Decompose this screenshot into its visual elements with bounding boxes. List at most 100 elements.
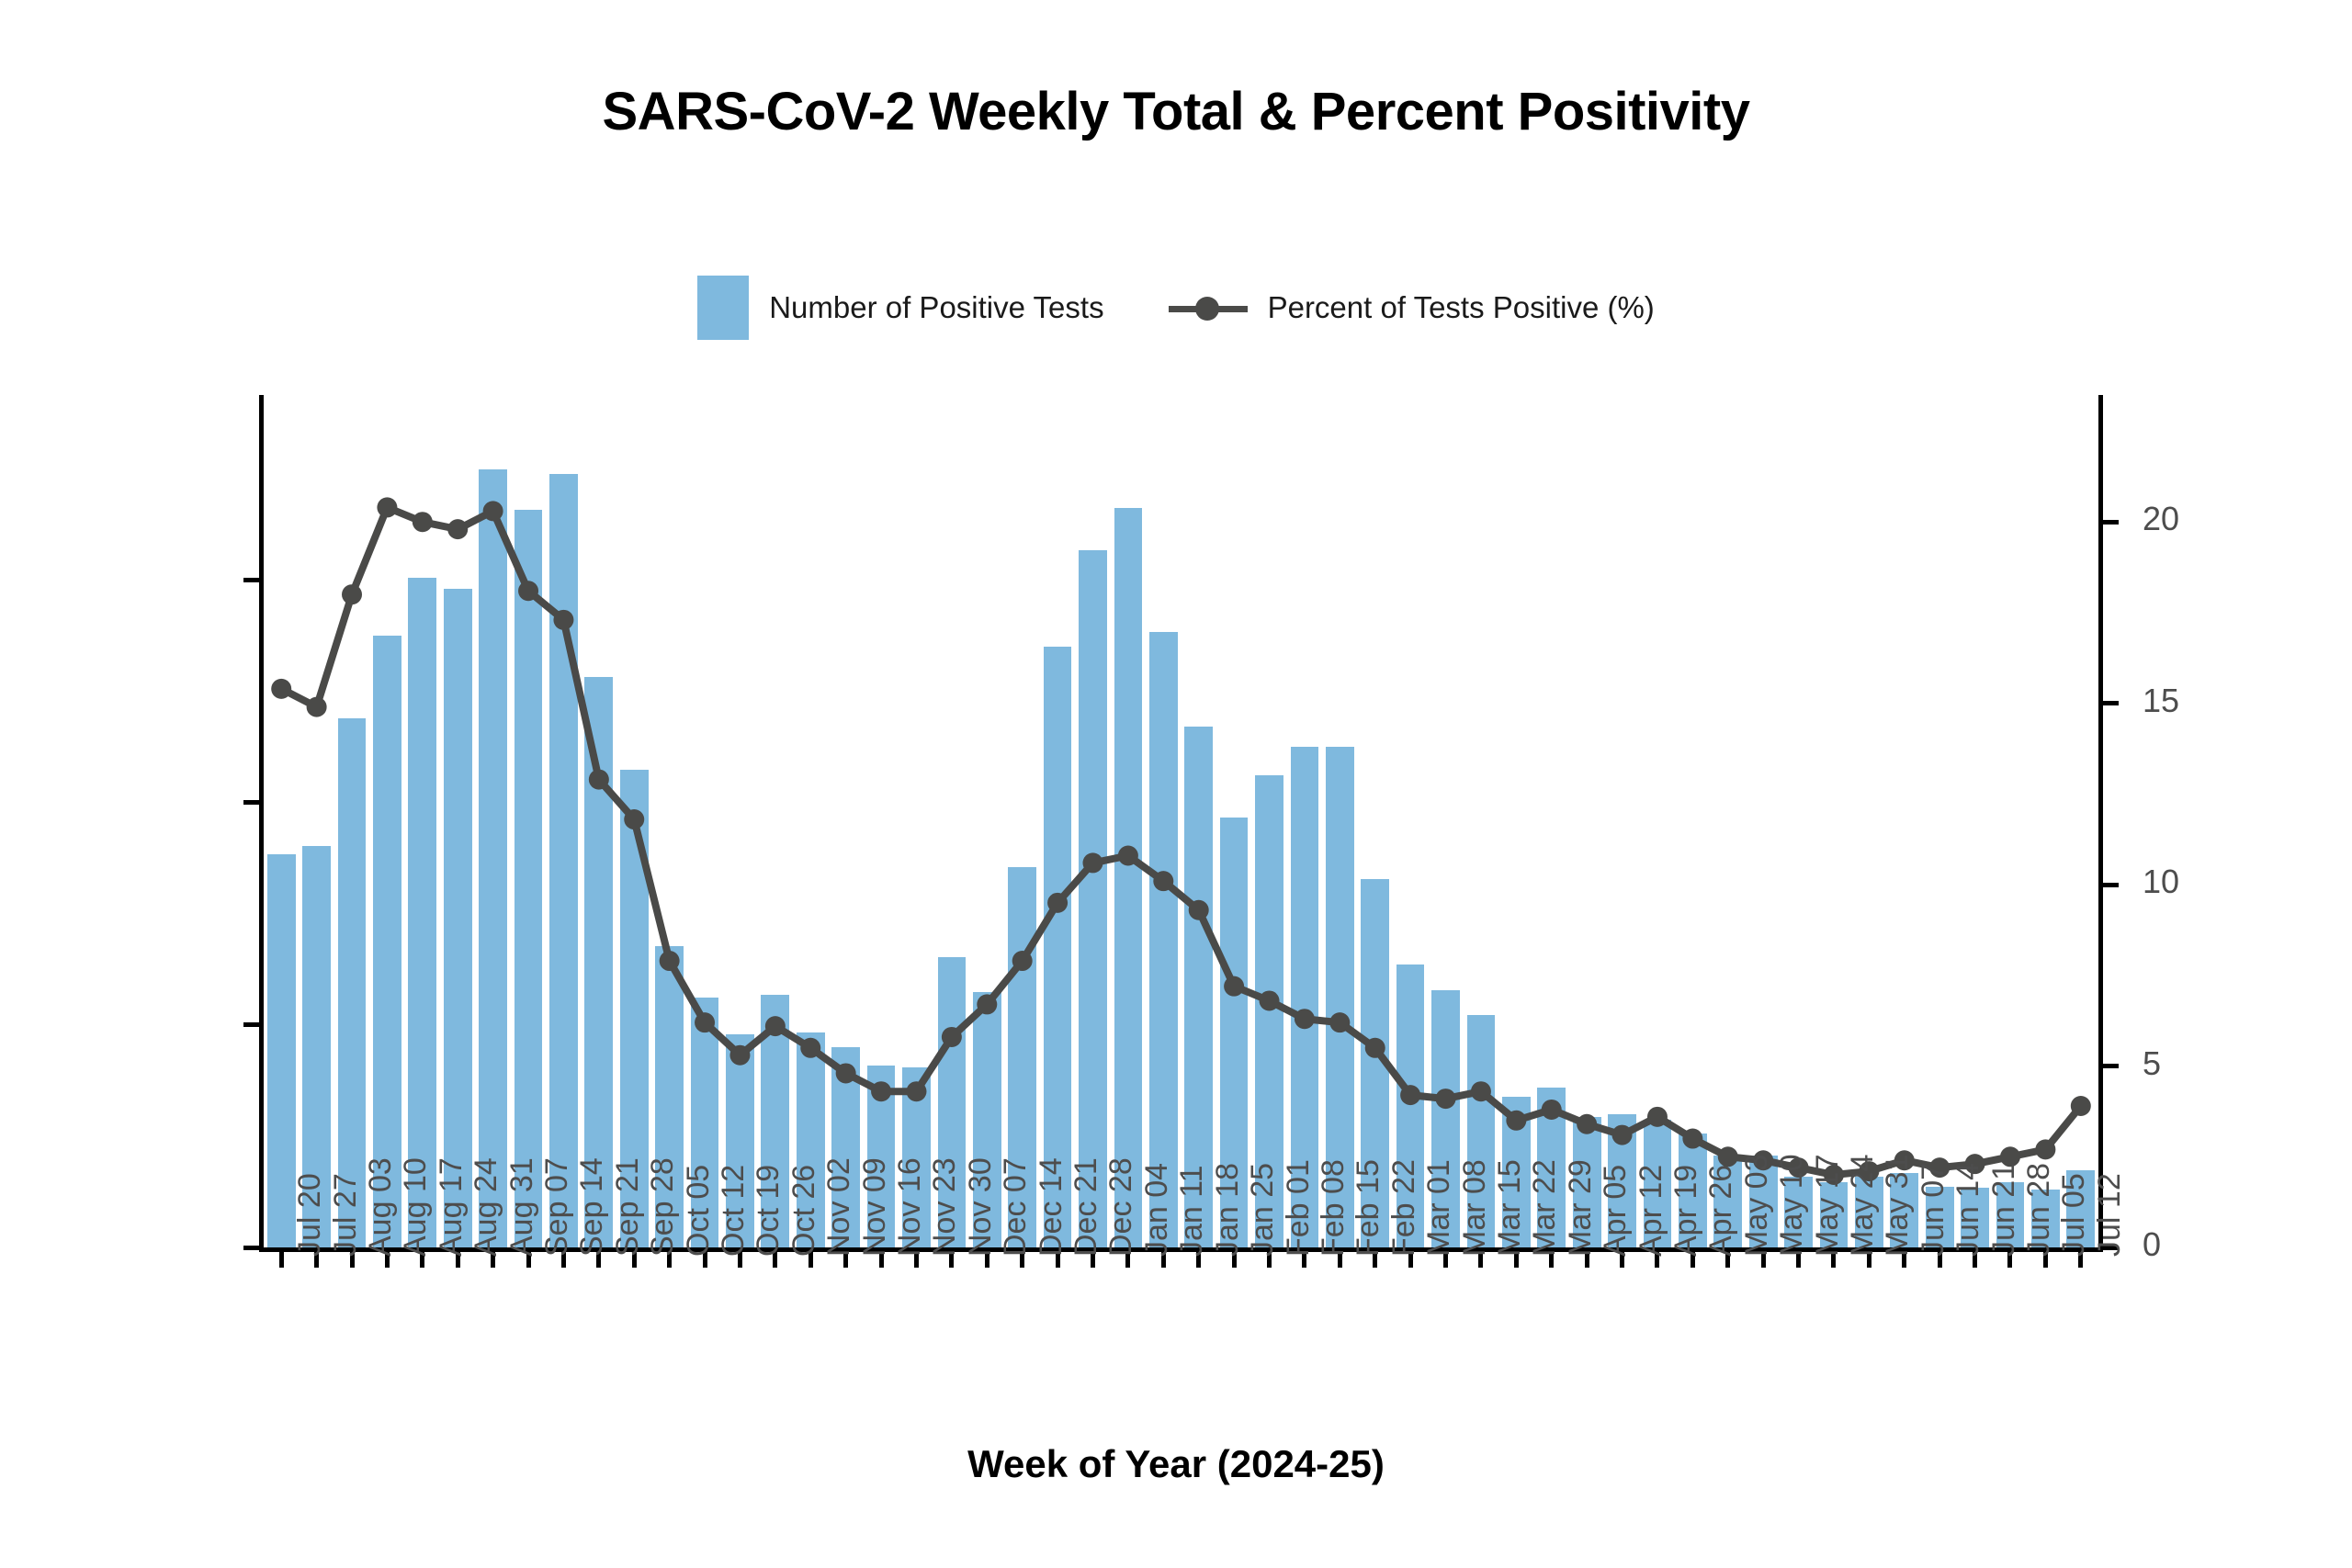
bar-aug-17[interactable] bbox=[408, 578, 437, 1247]
bar-jan-18[interactable] bbox=[1184, 726, 1214, 1247]
x-tick-label: Aug 10 bbox=[398, 1157, 434, 1257]
line-marker-jul-20[interactable] bbox=[271, 678, 292, 699]
bar-nov-30[interactable] bbox=[937, 957, 967, 1247]
line-marker-mar-29[interactable] bbox=[1541, 1099, 1562, 1120]
bar-mar-01[interactable] bbox=[1396, 964, 1425, 1247]
bar-feb-15[interactable] bbox=[1325, 746, 1354, 1247]
line-marker-nov-09[interactable] bbox=[835, 1063, 856, 1084]
line-marker-sep-14[interactable] bbox=[553, 609, 574, 630]
line-marker-nov-30[interactable] bbox=[941, 1026, 962, 1047]
line-marker-aug-31[interactable] bbox=[482, 501, 503, 522]
line-marker-feb-15[interactable] bbox=[1329, 1012, 1351, 1033]
line-marker-mar-15[interactable] bbox=[1470, 1081, 1491, 1102]
line-marker-mar-08[interactable] bbox=[1435, 1089, 1456, 1110]
line-marker-aug-17[interactable] bbox=[412, 512, 433, 533]
bar-jul-05[interactable] bbox=[2031, 1190, 2060, 1247]
line-marker-jun-14[interactable] bbox=[1929, 1157, 1951, 1179]
line-marker-jun-21[interactable] bbox=[1964, 1154, 1985, 1175]
line-marker-sep-07[interactable] bbox=[518, 581, 539, 602]
line-marker-jun-28[interactable] bbox=[1999, 1146, 2020, 1168]
bar-jun-28[interactable] bbox=[1996, 1182, 2025, 1247]
line-marker-apr-12[interactable] bbox=[1611, 1124, 1633, 1145]
line-marker-jan-25[interactable] bbox=[1224, 976, 1245, 997]
bar-may-24[interactable] bbox=[1819, 1182, 1849, 1247]
line-marker-dec-28[interactable] bbox=[1082, 852, 1103, 874]
line-marker-feb-08[interactable] bbox=[1294, 1009, 1315, 1030]
line-marker-aug-10[interactable] bbox=[377, 497, 398, 518]
bar-jan-04[interactable] bbox=[1114, 507, 1143, 1247]
bar-dec-07[interactable] bbox=[972, 991, 1001, 1247]
line-marker-dec-21[interactable] bbox=[1047, 892, 1069, 913]
line-marker-aug-24[interactable] bbox=[447, 519, 469, 540]
bar-aug-31[interactable] bbox=[479, 468, 507, 1247]
line-marker-oct-26[interactable] bbox=[764, 1016, 786, 1037]
bar-jun-07[interactable] bbox=[1890, 1173, 1919, 1247]
bar-dec-21[interactable] bbox=[1043, 647, 1072, 1247]
bar-may-10[interactable] bbox=[1748, 1155, 1778, 1247]
line-marker-aug-03[interactable] bbox=[342, 584, 363, 605]
bar-feb-08[interactable] bbox=[1290, 746, 1319, 1247]
bar-apr-19[interactable] bbox=[1643, 1120, 1672, 1247]
line-marker-sep-28[interactable] bbox=[624, 809, 645, 830]
bar-oct-12[interactable] bbox=[690, 998, 719, 1247]
line-marker-jan-04[interactable] bbox=[1117, 845, 1138, 866]
bar-sep-14[interactable] bbox=[549, 474, 578, 1247]
line-marker-may-24[interactable] bbox=[1823, 1165, 1844, 1186]
bar-aug-03[interactable] bbox=[337, 717, 367, 1247]
line-marker-mar-01[interactable] bbox=[1400, 1085, 1421, 1106]
line-marker-jan-11[interactable] bbox=[1153, 871, 1174, 892]
line-marker-feb-01[interactable] bbox=[1259, 990, 1280, 1011]
bar-jul-20[interactable] bbox=[266, 854, 296, 1247]
line-marker-nov-23[interactable] bbox=[906, 1081, 927, 1102]
bar-aug-10[interactable] bbox=[373, 636, 401, 1247]
line-marker-jul-05[interactable] bbox=[2035, 1139, 2056, 1160]
line-marker-nov-02[interactable] bbox=[800, 1037, 821, 1058]
bar-may-31[interactable] bbox=[1855, 1177, 1883, 1247]
line-marker-apr-05[interactable] bbox=[1577, 1113, 1598, 1134]
bar-jan-11[interactable] bbox=[1148, 632, 1178, 1247]
line-marker-feb-22[interactable] bbox=[1364, 1037, 1385, 1058]
line-marker-jul-12[interactable] bbox=[2070, 1095, 2091, 1116]
bar-mar-15[interactable] bbox=[1466, 1014, 1496, 1247]
line-marker-oct-19[interactable] bbox=[729, 1044, 751, 1066]
line-marker-jun-07[interactable] bbox=[1894, 1150, 1915, 1171]
line-marker-may-03[interactable] bbox=[1717, 1146, 1738, 1168]
line-marker-jul-27[interactable] bbox=[306, 696, 327, 717]
x-tick-label: Feb 01 bbox=[1280, 1159, 1316, 1257]
line-marker-apr-19[interactable] bbox=[1646, 1106, 1668, 1127]
line-marker-oct-12[interactable] bbox=[695, 1012, 716, 1033]
bar-dec-14[interactable] bbox=[1008, 867, 1037, 1247]
bar-mar-08[interactable] bbox=[1431, 990, 1460, 1247]
line-marker-dec-07[interactable] bbox=[977, 994, 998, 1015]
bar-oct-05[interactable] bbox=[655, 945, 684, 1247]
bar-oct-19[interactable] bbox=[726, 1034, 754, 1247]
line-marker-may-17[interactable] bbox=[1788, 1157, 1809, 1179]
bar-jul-12[interactable] bbox=[2066, 1170, 2096, 1247]
plot-area: 030060090005101520 bbox=[243, 395, 2179, 1268]
line-marker-may-31[interactable] bbox=[1859, 1161, 1880, 1182]
bar-sep-07[interactable] bbox=[514, 510, 543, 1247]
bar-jun-21[interactable] bbox=[1961, 1188, 1989, 1247]
bar-may-17[interactable] bbox=[1784, 1177, 1813, 1247]
bar-jul-27[interactable] bbox=[302, 845, 331, 1247]
legend-item-line[interactable]: Percent of Tests Positive (%) bbox=[1168, 290, 1655, 325]
line-marker-jan-18[interactable] bbox=[1188, 899, 1209, 920]
bar-feb-01[interactable] bbox=[1255, 774, 1283, 1247]
legend-item-bar[interactable]: Number of Positive Tests bbox=[697, 276, 1104, 340]
bar-aug-24[interactable] bbox=[443, 589, 472, 1247]
bar-nov-02[interactable] bbox=[796, 1032, 825, 1247]
line-marker-dec-14[interactable] bbox=[1012, 951, 1033, 972]
line-marker-sep-21[interactable] bbox=[588, 769, 609, 790]
bar-apr-05[interactable] bbox=[1572, 1116, 1601, 1247]
legend-bar-label: Number of Positive Tests bbox=[769, 290, 1104, 324]
bar-may-03[interactable] bbox=[1713, 1155, 1743, 1247]
line-marker-nov-16[interactable] bbox=[871, 1081, 892, 1102]
bar-jan-25[interactable] bbox=[1219, 817, 1249, 1247]
line-marker-apr-26[interactable] bbox=[1682, 1128, 1703, 1149]
line-marker-mar-22[interactable] bbox=[1506, 1110, 1527, 1131]
line-marker-may-10[interactable] bbox=[1753, 1150, 1774, 1171]
bar-jun-14[interactable] bbox=[1925, 1186, 1954, 1247]
bar-apr-26[interactable] bbox=[1678, 1133, 1707, 1247]
line-marker-oct-05[interactable] bbox=[659, 951, 680, 972]
bar-dec-28[interactable] bbox=[1079, 549, 1107, 1247]
